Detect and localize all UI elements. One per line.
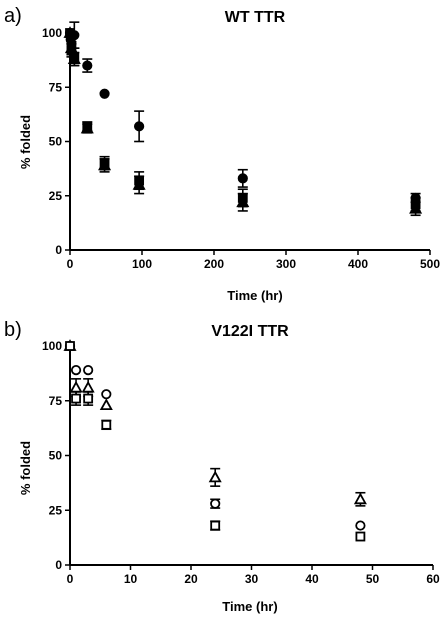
x-tick-label: 20 — [184, 572, 198, 586]
panel-a-y-axis-label: % folded — [18, 115, 33, 169]
x-tick-label: 10 — [124, 572, 138, 586]
data-point — [353, 492, 367, 505]
panel-b-title: V122I TTR — [211, 323, 289, 340]
data-point — [134, 121, 145, 132]
panel-b: b) V122I TTR Time (hr) % folded 0 10 20 30 4… — [4, 319, 440, 614]
data-point — [409, 201, 423, 214]
x-tick-label: 200 — [204, 257, 224, 271]
series-3 — [65, 341, 366, 542]
x-tick-label: 400 — [348, 257, 368, 271]
y-tick-label: 100 — [42, 339, 62, 353]
y-tick-label: 0 — [55, 558, 62, 572]
y-tick-label: 0 — [55, 243, 62, 257]
y-tick-label: 50 — [49, 449, 63, 463]
data-point — [237, 173, 248, 184]
x-tick-label: 100 — [132, 257, 152, 271]
data-point — [236, 195, 250, 208]
data-point — [80, 121, 94, 134]
data-point — [101, 419, 112, 430]
data-point — [65, 341, 75, 351]
y-tick-label: 25 — [49, 189, 63, 203]
data-point — [71, 393, 81, 404]
series-1 — [64, 21, 421, 204]
series-1 — [64, 340, 366, 531]
x-tick-label: 0 — [67, 257, 74, 271]
data-point — [101, 389, 112, 400]
data-point — [82, 60, 93, 71]
data-point — [98, 158, 112, 171]
panel-b-y-axis-label: % folded — [18, 441, 33, 495]
data-point — [132, 178, 146, 190]
x-tick-label: 30 — [245, 572, 259, 586]
panel-b-label: b) — [4, 319, 22, 341]
y-tick-label: 75 — [49, 80, 63, 94]
panel-a-title: WT TTR — [225, 9, 286, 26]
series-3 — [63, 26, 423, 217]
data-point — [99, 88, 110, 99]
x-tick-label: 300 — [276, 257, 296, 271]
panel-b-x-axis-label: Time (hr) — [222, 599, 277, 614]
data-point — [208, 470, 222, 483]
y-tick-label: 75 — [49, 394, 63, 408]
panel-a: a) WT TTR Time (hr) % folded 0 100 200 300 4… — [4, 5, 440, 303]
data-point — [355, 520, 366, 531]
x-tick-label: 0 — [67, 572, 74, 586]
data-point — [99, 398, 113, 411]
x-tick-label: 500 — [420, 257, 440, 271]
data-point — [63, 26, 77, 38]
data-point — [210, 520, 221, 531]
panel-a-label: a) — [4, 5, 22, 27]
data-point — [81, 380, 95, 393]
panel-a-data — [63, 21, 423, 217]
x-tick-label: 60 — [426, 572, 440, 586]
y-tick-label: 50 — [49, 135, 63, 149]
data-point — [83, 393, 94, 404]
data-point — [67, 52, 81, 64]
data-point — [210, 498, 221, 509]
x-tick-label: 40 — [305, 572, 319, 586]
data-point — [70, 364, 82, 376]
data-point — [83, 364, 94, 376]
y-tick-label: 25 — [49, 503, 63, 517]
data-point — [69, 380, 83, 393]
y-tick-label: 100 — [42, 26, 62, 40]
x-tick-label: 50 — [366, 572, 380, 586]
data-point — [355, 531, 366, 542]
panel-b-data — [63, 339, 367, 542]
panel-a-x-axis-label: Time (hr) — [227, 288, 282, 303]
